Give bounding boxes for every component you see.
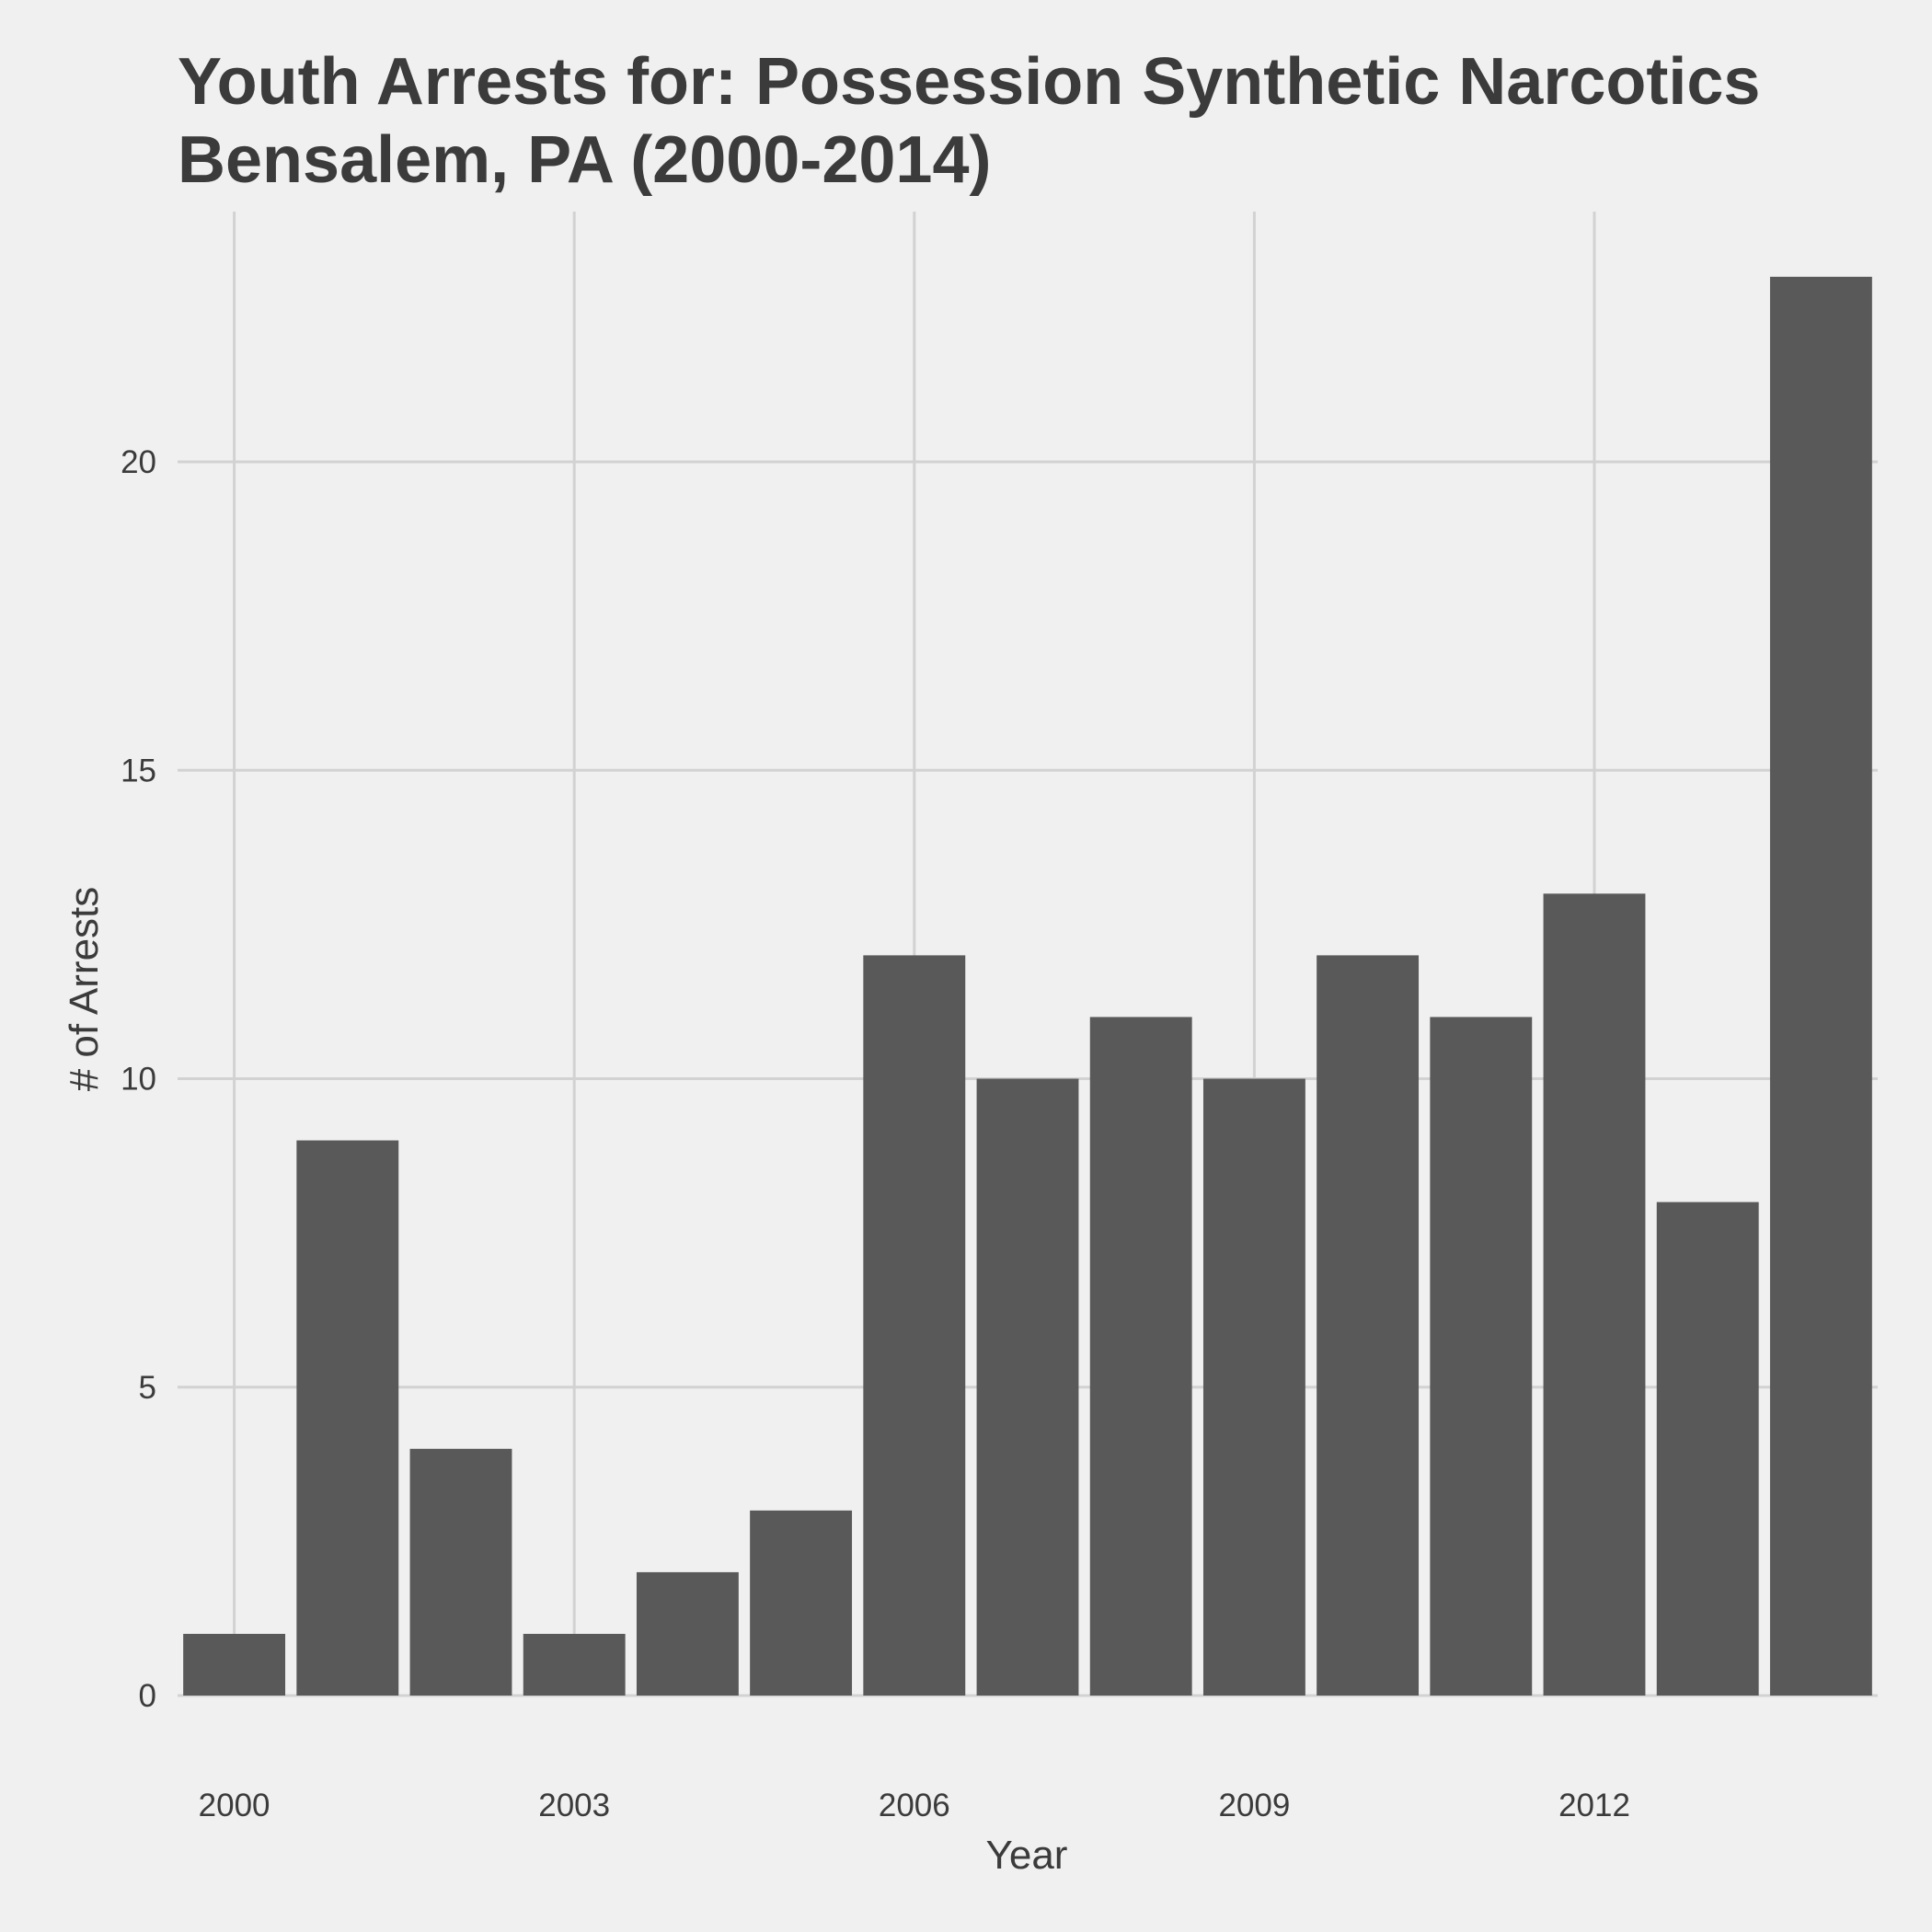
bar-2010 (1317, 955, 1420, 1696)
x-axis-title: Year (986, 1833, 1068, 1878)
bar-2011 (1430, 1017, 1533, 1696)
bar-2014 (1769, 276, 1872, 1696)
bar-2002 (409, 1448, 512, 1696)
bar-2009 (1202, 1078, 1305, 1696)
chart-title-line-2: Bensalem, PA (2000-2014) (178, 123, 991, 197)
bar-2006 (863, 955, 966, 1696)
bar-2013 (1656, 1202, 1759, 1696)
x-tick-label-2000: 2000 (199, 1788, 270, 1823)
y-tick-label-0: 0 (139, 1678, 156, 1714)
y-tick-labels: 0 5 10 15 20 (121, 444, 156, 1714)
x-tick-label-2006: 2006 (879, 1788, 950, 1823)
bar-2008 (1089, 1017, 1192, 1696)
bar-2007 (976, 1078, 1079, 1696)
x-tick-label-2012: 2012 (1558, 1788, 1630, 1823)
x-tick-label-2003: 2003 (538, 1788, 610, 1823)
chart-title-line-1: Youth Arrests for: Possession Synthetic … (178, 45, 1760, 119)
bar-2001 (296, 1140, 399, 1696)
bar-2012 (1543, 893, 1646, 1696)
x-tick-label-2009: 2009 (1218, 1788, 1290, 1823)
x-tick-labels: 2000 2003 2006 2009 2012 (199, 1788, 1630, 1823)
y-tick-label-15: 15 (121, 753, 156, 788)
bar-2004 (636, 1571, 739, 1696)
bar-2005 (750, 1510, 853, 1696)
bar-2000 (183, 1633, 286, 1696)
y-axis-title: # of Arrests (62, 887, 107, 1092)
bar-2003 (523, 1633, 626, 1696)
bars (183, 276, 1872, 1696)
y-tick-label-5: 5 (139, 1370, 156, 1406)
y-tick-label-20: 20 (121, 444, 156, 480)
y-tick-label-10: 10 (121, 1062, 156, 1098)
